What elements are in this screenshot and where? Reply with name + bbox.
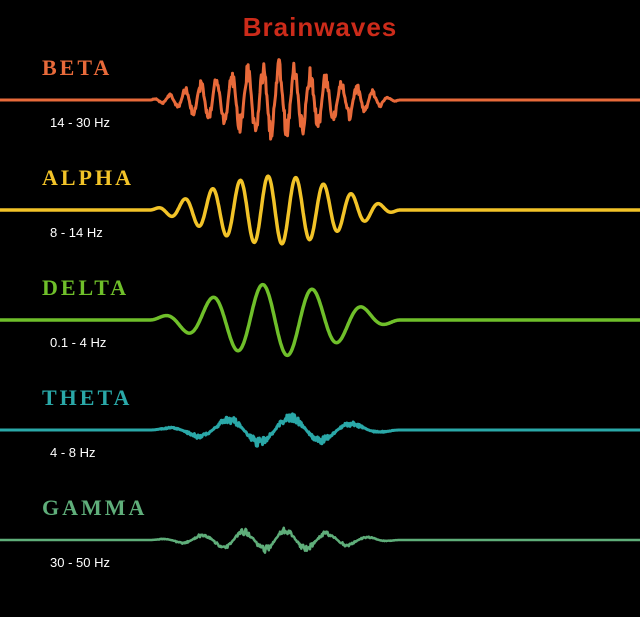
wave-freq-beta: 14 - 30 Hz xyxy=(50,115,110,130)
wave-freq-theta: 4 - 8 Hz xyxy=(50,445,96,460)
wave-label-gamma: GAMMA xyxy=(42,495,147,521)
diagram-title: Brainwaves xyxy=(0,0,640,43)
wave-label-beta: BETA xyxy=(42,55,112,81)
wave-label-theta: THETA xyxy=(42,385,132,411)
wave-row-delta: DELTA 0.1 - 4 Hz xyxy=(0,265,640,375)
wave-freq-delta: 0.1 - 4 Hz xyxy=(50,335,106,350)
wave-freq-gamma: 30 - 50 Hz xyxy=(50,555,110,570)
wave-row-theta: THETA 4 - 8 Hz xyxy=(0,375,640,485)
wave-row-gamma: GAMMA 30 - 50 Hz xyxy=(0,485,640,595)
wave-path-gamma xyxy=(0,528,640,553)
wave-row-alpha: ALPHA 8 - 14 Hz xyxy=(0,155,640,265)
wave-path-theta xyxy=(0,414,640,446)
wave-label-delta: DELTA xyxy=(42,275,129,301)
wave-label-alpha: ALPHA xyxy=(42,165,134,191)
wave-row-beta: BETA 14 - 30 Hz xyxy=(0,45,640,155)
wave-freq-alpha: 8 - 14 Hz xyxy=(50,225,103,240)
